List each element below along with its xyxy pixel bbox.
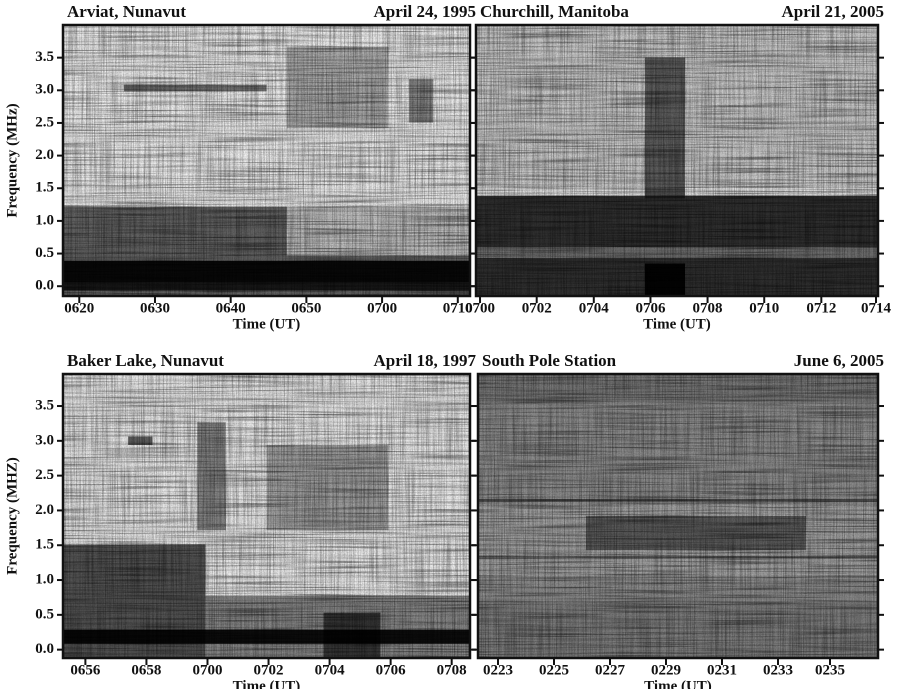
panel-title: Arviat, Nunavut	[67, 2, 186, 21]
frame	[61, 372, 472, 660]
x-tick-label: 0640	[216, 300, 246, 316]
panel-date: April 24, 1995	[374, 2, 476, 21]
y-tick-label: 1.5	[35, 180, 54, 196]
x-axis-label: Time (UT)	[233, 678, 301, 689]
panel-title: Churchill, Manitoba	[480, 2, 629, 21]
y-tick-label: 2.5	[35, 467, 54, 483]
y-tick-label: 3.0	[35, 82, 54, 98]
y-tick-label: 0.0	[35, 641, 54, 657]
y-tick-label: 1.0	[35, 571, 54, 587]
y-tick-label: 0.0	[35, 278, 54, 294]
frame	[61, 23, 472, 298]
x-tick-label: 0708	[693, 300, 723, 316]
x-tick-label: 0235	[815, 662, 845, 678]
y-tick-label: 2.5	[35, 114, 54, 130]
x-tick-label: 0700	[465, 300, 495, 316]
y-tick-label: 2.0	[35, 502, 54, 518]
panel-date: April 21, 2005	[782, 2, 884, 21]
spectrogram-image	[476, 25, 878, 296]
panel: Arviat, Nunavut April 24, 1995 0.0 0.5 1.0 1.…	[4, 2, 476, 332]
x-tick-label: 0223	[483, 662, 513, 678]
y-axis-label: Frequency (MHz)	[4, 103, 20, 217]
y-tick-label: 0.5	[35, 606, 54, 622]
x-tick-label: 0225	[539, 662, 569, 678]
panel-date: April 18, 1997	[374, 351, 477, 370]
y-tick-label: 1.5	[35, 537, 54, 553]
spectrogram-image	[478, 374, 878, 658]
x-tick-label: 0231	[707, 662, 737, 678]
x-tick-label: 0702	[254, 662, 284, 678]
x-tick-label: 0712	[806, 300, 836, 316]
x-tick-label: 0714	[861, 300, 892, 316]
x-tick-label: 0700	[192, 662, 222, 678]
x-axis-label: Time (UT)	[233, 316, 301, 332]
x-tick-label: 0658	[131, 662, 161, 678]
x-tick-label: 0700	[367, 300, 397, 316]
x-axis-label: Time (UT)	[644, 678, 712, 689]
y-tick-label: 3.5	[35, 397, 54, 413]
panel-title: Baker Lake, Nunavut	[67, 351, 224, 370]
spectrogram-image	[63, 374, 470, 658]
x-tick-label: 0620	[64, 300, 94, 316]
frame	[476, 372, 880, 660]
panel: South Pole Station June 6, 2005 0223 0225 02…	[472, 351, 884, 689]
noise	[63, 374, 470, 658]
x-tick-label: 0656	[70, 662, 101, 678]
y-tick-label: 2.0	[35, 147, 54, 163]
x-tick-label: 0704	[315, 662, 346, 678]
x-axis-label: Time (UT)	[643, 316, 711, 332]
panel: Churchill, Manitoba April 21, 2005 0700 070…	[465, 2, 891, 333]
x-tick-label: 0702	[522, 300, 552, 316]
x-tick-label: 0706	[635, 300, 666, 316]
x-tick-label: 0708	[437, 662, 467, 678]
y-axis-label: Frequency (MHZ)	[4, 457, 20, 575]
noise	[478, 374, 878, 658]
x-tick-label: 0650	[291, 300, 321, 316]
x-tick-label: 0704	[579, 300, 610, 316]
x-tick-label: 0229	[651, 662, 681, 678]
y-tick-label: 1.0	[35, 212, 54, 228]
y-tick-label: 0.5	[35, 245, 54, 261]
panel: Baker Lake, Nunavut April 18, 1997 0.0 0.5 1…	[4, 351, 476, 689]
y-tick-label: 3.5	[35, 49, 54, 65]
x-tick-label: 0710	[443, 300, 473, 316]
noise	[63, 25, 470, 296]
spectrogram-image	[63, 25, 470, 296]
x-tick-label: 0710	[749, 300, 779, 316]
panel-date: June 6, 2005	[794, 351, 884, 370]
x-tick-label: 0630	[140, 300, 170, 316]
frame	[474, 23, 880, 298]
x-tick-label: 0706	[376, 662, 407, 678]
x-tick-label: 0227	[595, 662, 626, 678]
x-tick-label: 0233	[763, 662, 793, 678]
panel-title: South Pole Station	[482, 351, 617, 370]
noise	[476, 25, 878, 296]
y-tick-label: 3.0	[35, 432, 54, 448]
